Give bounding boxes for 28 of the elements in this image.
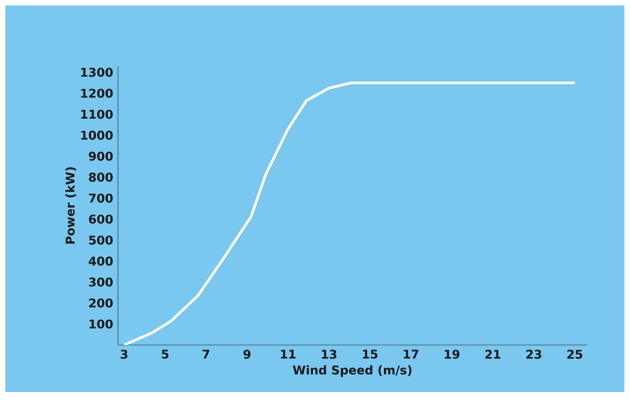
x-axis-title: Wind Speed (m/s) [292,365,412,377]
y-tick-label: 200 [89,298,113,308]
y-tick-label: 1300 [81,68,113,77]
x-tick-label: 25 [567,350,582,359]
y-tick-label: 700 [89,194,113,203]
y-tick-label: 800 [88,172,113,182]
y-tick-label: 900 [88,152,113,161]
x-tick-label: 11 [281,350,296,358]
y-tick-label: 1100 [81,110,113,119]
x-tick-label: 9 [243,350,250,359]
x-tick-label: 19 [444,350,460,359]
y-tick-label: 1200 [81,88,113,98]
y-axis-title: Power (kW) [65,167,76,244]
x-tick-label: 17 [404,350,418,358]
line-series [122,81,576,345]
y-tick-label: 100 [90,319,113,329]
y-tick-label: 600 [88,214,113,224]
x-tick-label: 3 [120,350,128,359]
x-tick-label: 13 [322,350,336,359]
y-tick-label: 300 [89,278,113,287]
x-tick-label: 15 [362,350,378,359]
x-tick-label: 21 [485,350,500,359]
x-tick-label: 23 [526,350,542,359]
y-tick-label: 500 [89,236,113,245]
y-tick-label: 1000 [81,130,113,140]
x-tick-label: 7 [202,350,210,358]
y-tick-label: 400 [88,256,113,266]
x-tick-label: 5 [162,350,168,359]
